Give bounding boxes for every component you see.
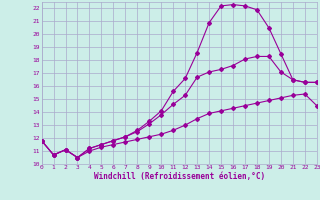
X-axis label: Windchill (Refroidissement éolien,°C): Windchill (Refroidissement éolien,°C) bbox=[94, 172, 265, 181]
